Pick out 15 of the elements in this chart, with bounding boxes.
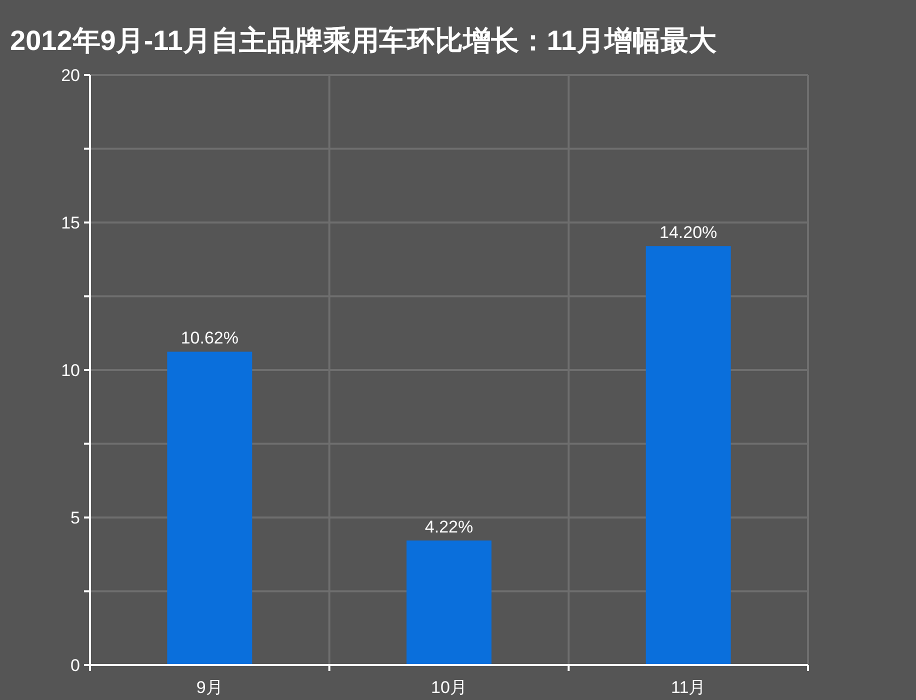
y-tick-label: 15: [61, 213, 80, 232]
y-tick-label: 0: [70, 656, 80, 675]
bar: [406, 540, 492, 665]
bar: [646, 246, 731, 665]
x-tick-label: 11月: [671, 678, 706, 697]
data-label: 14.20%: [659, 223, 718, 242]
chart-title: 2012年9月-11月自主品牌乘用车环比增长：11月增幅最大: [10, 25, 718, 56]
data-label: 10.62%: [180, 328, 239, 348]
y-tick-label: 20: [61, 66, 80, 85]
bar: [167, 352, 252, 665]
x-tick-label: 9月: [196, 678, 223, 697]
x-tick-label: 10月: [431, 678, 467, 697]
y-tick-label: 5: [70, 508, 80, 528]
y-tick-label: 10: [61, 360, 80, 380]
data-label: 4.22%: [424, 518, 474, 537]
